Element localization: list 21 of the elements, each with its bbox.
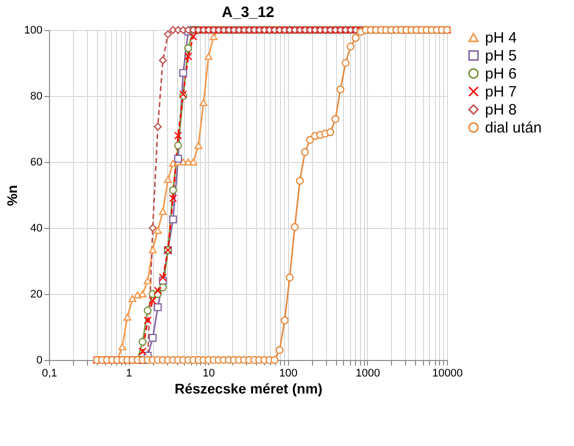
legend-label: pH 7 (485, 84, 517, 100)
x-tick-label: 100 (279, 368, 298, 380)
x-tick-label: 1 (126, 368, 132, 380)
y-tick-label: 100 (24, 24, 42, 36)
legend-label: pH 5 (485, 48, 517, 64)
legend-label: pH 4 (485, 30, 517, 46)
x-tick-label: 10000 (432, 368, 463, 380)
y-tick-label: 60 (30, 156, 42, 168)
x-axis-title: Részecske méret (nm) (174, 380, 322, 396)
x-tick-label: 1000 (356, 368, 380, 380)
legend-label: pH 6 (485, 66, 517, 82)
legend-label: pH 8 (485, 102, 517, 118)
x-tick-label: 0,1 (42, 368, 58, 380)
y-tick-label: 0 (36, 354, 42, 366)
y-axis-title: %n (4, 185, 20, 206)
x-tick-label: 10 (202, 368, 215, 380)
y-tick-label: 80 (30, 90, 42, 102)
y-tick-label: 20 (30, 288, 42, 300)
y-tick-label: 40 (30, 222, 42, 234)
chart-title: A_3_12 (222, 4, 274, 21)
legend-label: dial után (485, 120, 542, 136)
